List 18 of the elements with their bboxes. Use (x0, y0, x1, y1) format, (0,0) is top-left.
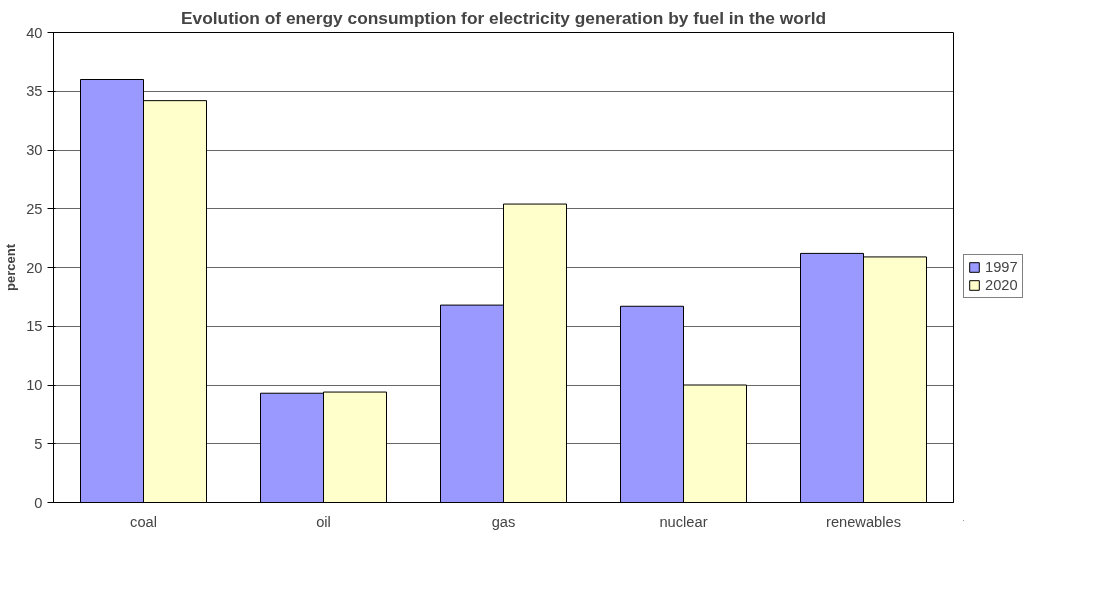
y-tick-label: 10 (26, 377, 43, 393)
y-tick-label: 20 (26, 259, 43, 276)
y-axis-title: percent (3, 243, 19, 291)
chart-title: Evolution of energy consumption for electricity generation by fuel in the world (180, 7, 827, 28)
y-tick-label: 15 (26, 318, 43, 335)
x-tick-label: nuclear (659, 513, 708, 530)
x-tick-label: oil (316, 513, 331, 530)
y-tick-label: 25 (26, 200, 43, 217)
legend-label: 2020 (985, 277, 1018, 293)
y-tick-label: 40 (26, 24, 43, 41)
x-tick-label: renewables (826, 513, 901, 530)
x-tick-label: gas (491, 513, 516, 530)
y-tick-label: 0 (34, 494, 43, 511)
x-tick-label: coal (130, 513, 157, 530)
legend-label: 1997 (985, 259, 1018, 275)
y-tick-label: 35 (26, 83, 43, 100)
y-tick-label: 5 (34, 435, 43, 452)
y-tick-label: 30 (26, 142, 43, 158)
